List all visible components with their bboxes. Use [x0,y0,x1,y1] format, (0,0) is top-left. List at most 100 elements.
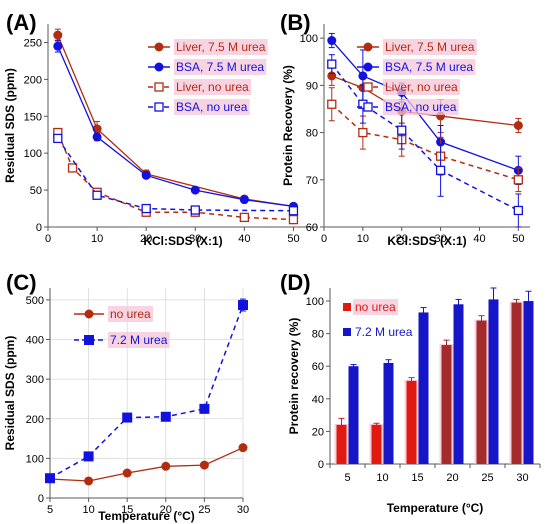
y-tick-label: 70 [306,175,318,187]
y-tick-label: 300 [26,374,44,386]
y-tick-label: 0 [36,222,42,234]
bar [418,312,429,464]
legend-marker [363,102,373,112]
legend-marker [363,82,373,92]
y-tick-label: 200 [24,74,42,86]
data-point [239,195,249,205]
x-tick-label: 30 [189,233,201,245]
y-tick-label: 0 [38,493,44,505]
bar [371,424,382,464]
x-tick-label: 30 [434,233,446,245]
panel-d: (D) 0 20 40 60 80 100 Temperature (°C) Protein r… [280,270,541,515]
legend-label: BSA, no urea [385,100,457,114]
x-tick-label: 15 [121,504,133,516]
x-tick-label: 40 [238,233,250,245]
x-tick-label: 20 [396,233,408,245]
legend-label: BSA, 7.5 M urea [176,60,264,74]
y-tick-label: 20 [312,426,324,438]
series-line-1 [49,447,244,482]
data-point [190,185,200,195]
y-tick-label: 100 [26,453,44,465]
y-axis-title: Residual SDS (ppm) [3,68,17,183]
series-line-4 [331,63,519,212]
data-point [122,412,133,423]
legend-label: 7.2 M urea [110,333,168,347]
y-tick-label: 500 [26,295,44,307]
x-tick-label: 30 [516,472,528,484]
y-tick-label: 40 [312,394,324,406]
legend-marker [363,42,373,52]
data-point [513,205,523,216]
x-tick-label: 0 [321,233,327,245]
panel-letter: (D) [280,270,311,295]
x-axis-title: Temperature (°C) [98,509,195,523]
x-tick-label: 20 [160,504,172,516]
x-tick-label: 10 [357,233,369,245]
data-point [45,473,55,484]
x-tick-label: 20 [140,233,152,245]
bar [383,362,394,464]
data-point [190,205,200,215]
y-axis-title: Residual SDS (ppm) [3,336,17,451]
data-point [513,175,523,185]
data-point [199,460,209,470]
data-point [358,127,368,138]
data-point [92,132,102,142]
legend-highlight [174,39,268,55]
legend-highlight [353,299,399,315]
legend-highlight [108,306,154,322]
legend-label: Liver, no urea [385,80,458,94]
data-point [53,30,63,40]
x-tick-label: 15 [411,472,423,484]
panel-letter: (B) [280,10,311,35]
y-tick-label: 60 [306,222,318,234]
legend-label: Liver, 7.5 M urea [385,40,475,54]
panel-letter: (A) [6,10,37,35]
legend-label: 7.2 M urea [355,325,413,339]
data-point [327,59,337,69]
panel-c: (C) 0 100 200 300 400 500 Temperature (°C) Resid… [3,270,249,523]
legend-label: no urea [355,300,396,314]
y-tick-label: 50 [30,185,42,197]
series-line-3 [57,132,294,221]
legend-highlight [383,59,476,75]
x-tick-label: 5 [47,504,53,516]
series-line-2 [57,45,294,207]
x-tick-label: 10 [91,233,103,245]
x-axis-title: KCl:SDS (X:1) [387,234,466,248]
legend-label: Liver, 7.5 M urea [176,40,266,54]
legend-marker [154,42,164,52]
bar [441,345,452,464]
x-tick-label: 50 [512,233,524,245]
x-tick-label: 30 [237,504,249,516]
x-tick-label: 25 [198,504,210,516]
panel-letter: (C) [6,270,37,295]
legend-highlight [174,59,267,75]
data-point [358,71,368,81]
series-line-4 [57,137,294,212]
x-axis-title: Temperature (°C) [387,501,484,515]
legend-highlight [383,39,477,55]
x-tick-label: 5 [344,472,350,484]
legend-marker [154,62,164,72]
data-point [83,451,94,462]
bar [453,304,464,464]
legend-highlight [108,332,170,348]
legend-label: BSA, 7.5 M urea [385,60,473,74]
legend-swatch [343,303,351,311]
legend-highlight [383,79,461,95]
data-point [122,468,132,478]
data-point [397,125,407,135]
y-tick-label: 250 [24,37,42,49]
data-point [160,411,171,422]
x-tick-label: 0 [45,233,51,245]
data-point [67,163,78,173]
data-point [53,133,63,144]
data-point [199,403,210,414]
bar [336,424,347,464]
bar [511,302,522,464]
x-tick-label: 20 [446,472,458,484]
legend-swatch [343,328,351,336]
y-tick-label: 60 [312,361,324,373]
